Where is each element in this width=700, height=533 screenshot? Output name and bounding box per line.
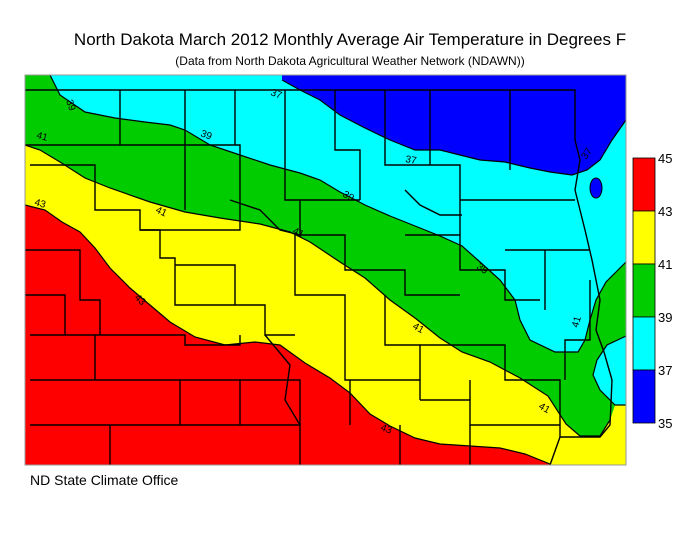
contour-label: 39 xyxy=(341,189,357,204)
legend-swatch xyxy=(632,369,656,424)
contour-label: 39 xyxy=(199,128,214,142)
contour-label: 37 xyxy=(269,87,284,101)
contour-labels: 39 37 41 39 43 41 37 41 39 37 39 41 43 4… xyxy=(33,87,595,436)
credit-text: ND State Climate Office xyxy=(30,472,179,488)
contour-label: 41 xyxy=(154,205,169,220)
legend-tick-label: 35 xyxy=(658,416,672,431)
devils-lake-icon xyxy=(589,177,603,199)
legend-tick-label: 41 xyxy=(658,257,672,272)
contour-label: 41 xyxy=(570,315,584,329)
temperature-zones xyxy=(25,75,626,465)
map-title: North Dakota March 2012 Monthly Average … xyxy=(73,30,627,49)
isotherms xyxy=(24,74,627,465)
contour-label: 41 xyxy=(291,226,306,241)
zone-red xyxy=(25,205,550,465)
legend-tick-label: 39 xyxy=(658,310,672,325)
legend-swatch xyxy=(632,210,656,265)
legend-tick-label: 43 xyxy=(658,204,672,219)
legend-tick-label: 45 xyxy=(658,151,672,166)
legend-swatch xyxy=(632,157,656,212)
county-boundaries xyxy=(25,89,613,466)
map-subtitle: (Data from North Dakota Agricultural Wea… xyxy=(175,54,525,68)
contour-label: 39 xyxy=(63,98,77,113)
legend-ticks: 45 43 41 39 37 35 xyxy=(658,151,672,431)
contour-label: 37 xyxy=(404,154,417,167)
contour-label: 43 xyxy=(33,197,47,211)
map-frame xyxy=(24,74,627,466)
contour-label: 41 xyxy=(537,401,553,416)
legend xyxy=(632,157,656,424)
legend-swatch xyxy=(632,263,656,318)
zone-blue xyxy=(282,75,626,175)
contour-label: 43 xyxy=(379,422,394,436)
contour-label: 41 xyxy=(35,130,49,144)
legend-tick-label: 37 xyxy=(658,363,672,378)
legend-swatch xyxy=(632,316,656,371)
contour-label: 41 xyxy=(411,321,427,336)
